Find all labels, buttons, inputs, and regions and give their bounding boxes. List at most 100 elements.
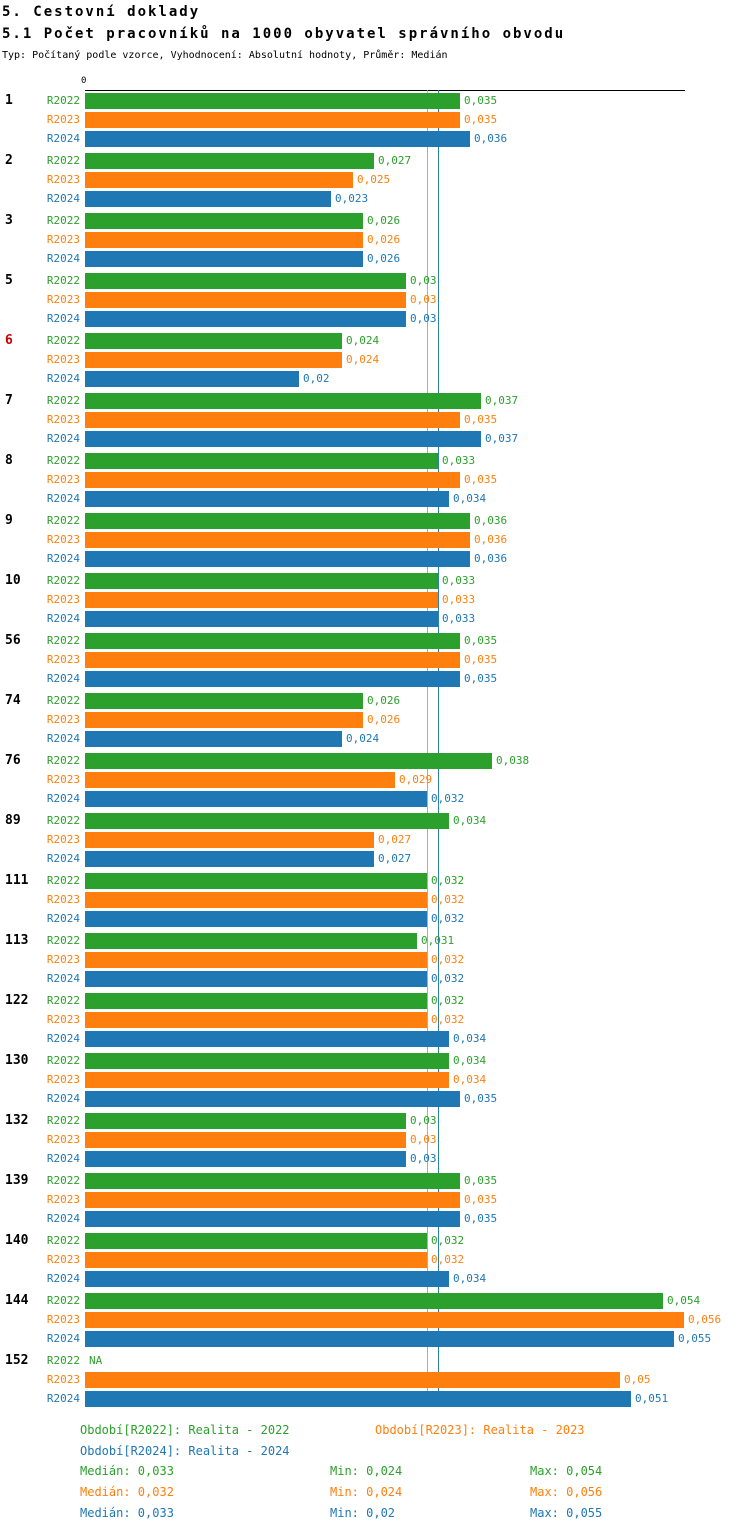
value-label: 0,033 bbox=[442, 454, 476, 467]
value-label: 0,035 bbox=[464, 1092, 498, 1105]
value-label: 0,03 bbox=[410, 1114, 437, 1127]
bar-group: 1 R2022 0,035 R2023 0,035 R2024 0,036 bbox=[0, 91, 750, 148]
bar bbox=[85, 1071, 449, 1088]
bar bbox=[85, 1210, 460, 1227]
series-label: R2024 bbox=[46, 1332, 80, 1345]
bar-group: 8 R2022 0,033 R2023 0,035 R2024 0,034 bbox=[0, 451, 750, 508]
bar-row: R2023 0,026 bbox=[0, 230, 750, 249]
bar bbox=[85, 752, 492, 769]
bar-area: 0,02 bbox=[85, 369, 750, 388]
bar-area: 0,024 bbox=[85, 350, 750, 369]
bar-area: 0,033 bbox=[85, 571, 750, 590]
series-label: R2023 bbox=[46, 893, 80, 906]
bar-area: 0,026 bbox=[85, 249, 750, 268]
bar bbox=[85, 1150, 406, 1167]
bar-row: 8 R2022 0,033 bbox=[0, 451, 750, 470]
bar bbox=[85, 512, 470, 529]
value-label: 0,031 bbox=[421, 934, 455, 947]
bar-group: 7 R2022 0,037 R2023 0,035 R2024 0,037 bbox=[0, 391, 750, 448]
series-label: R2023 bbox=[46, 773, 80, 786]
bar bbox=[85, 670, 460, 687]
bar-row: R2023 0,03 bbox=[0, 1130, 750, 1149]
bar bbox=[85, 111, 460, 128]
value-label: 0,026 bbox=[367, 233, 401, 246]
legend-item: Období[R2024]: Realita - 2024 bbox=[80, 1444, 290, 1458]
bar-area: 0,025 bbox=[85, 170, 750, 189]
bar bbox=[85, 1330, 674, 1347]
bar-area: 0,033 bbox=[85, 590, 750, 609]
series-label: R2024 bbox=[46, 792, 80, 805]
bar-area: NA bbox=[85, 1351, 750, 1370]
series-label: R2023 bbox=[46, 1313, 80, 1326]
bar bbox=[85, 212, 363, 229]
bar-area: 0,026 bbox=[85, 691, 750, 710]
value-label: 0,033 bbox=[442, 612, 476, 625]
bar-area: 0,03 bbox=[85, 271, 750, 290]
category-label: 132 bbox=[5, 1113, 29, 1128]
value-label: 0,032 bbox=[431, 912, 465, 925]
category-label: 152 bbox=[5, 1353, 29, 1368]
series-label: R2022 bbox=[46, 214, 80, 227]
bar bbox=[85, 610, 438, 627]
value-label: 0,035 bbox=[464, 1193, 498, 1206]
bar-row: R2024 0,035 bbox=[0, 1209, 750, 1228]
series-label: R2024 bbox=[46, 972, 80, 985]
value-label: 0,035 bbox=[464, 634, 498, 647]
bar-area: 0,036 bbox=[85, 129, 750, 148]
value-label: 0,03 bbox=[410, 274, 437, 287]
bar-row: R2024 0,055 bbox=[0, 1329, 750, 1348]
value-label: 0,024 bbox=[346, 732, 380, 745]
bar bbox=[85, 231, 363, 248]
bar-group: 76 R2022 0,038 R2023 0,029 R2024 0,032 bbox=[0, 751, 750, 808]
value-label: 0,038 bbox=[496, 754, 530, 767]
bar-area: 0,033 bbox=[85, 609, 750, 628]
bar-area: 0,024 bbox=[85, 729, 750, 748]
bar bbox=[85, 692, 363, 709]
stat-max: Max: 0,055 bbox=[530, 1506, 603, 1520]
axis-origin-label: 0 bbox=[81, 76, 87, 86]
value-label: 0,023 bbox=[335, 192, 369, 205]
bar-group: 56 R2022 0,035 R2023 0,035 R2024 0,035 bbox=[0, 631, 750, 688]
bar-row: R2023 0,032 bbox=[0, 1010, 750, 1029]
bar-row: R2023 0,024 bbox=[0, 350, 750, 369]
bar-row: R2023 0,05 bbox=[0, 1370, 750, 1389]
bar-row: R2023 0,035 bbox=[0, 470, 750, 489]
bar-area: 0,032 bbox=[85, 909, 750, 928]
bar-row: R2024 0,03 bbox=[0, 1149, 750, 1168]
series-label: R2022 bbox=[46, 1054, 80, 1067]
bar bbox=[85, 351, 342, 368]
bar bbox=[85, 92, 460, 109]
stat-median: Medián: 0,033 bbox=[80, 1464, 174, 1478]
bar-row: 3 R2022 0,026 bbox=[0, 211, 750, 230]
bar bbox=[85, 992, 427, 1009]
value-label: 0,036 bbox=[474, 514, 508, 527]
series-label: R2024 bbox=[46, 1032, 80, 1045]
bar-groups: 1 R2022 0,035 R2023 0,035 R2024 0,036 2 R2022 0,0… bbox=[0, 91, 750, 1411]
bar bbox=[85, 152, 374, 169]
bar-row: 89 R2022 0,034 bbox=[0, 811, 750, 830]
category-label: 144 bbox=[5, 1293, 29, 1308]
value-label: 0,034 bbox=[453, 492, 487, 505]
series-label: R2024 bbox=[46, 852, 80, 865]
bar-area: 0,032 bbox=[85, 1231, 750, 1250]
bar-group: 132 R2022 0,03 R2023 0,03 R2024 0,03 bbox=[0, 1111, 750, 1168]
bar-row: R2023 0,035 bbox=[0, 1190, 750, 1209]
bar-group: 89 R2022 0,034 R2023 0,027 R2024 0,027 bbox=[0, 811, 750, 868]
bar-row: R2024 0,032 bbox=[0, 789, 750, 808]
bar bbox=[85, 272, 406, 289]
bar-row: 132 R2022 0,03 bbox=[0, 1111, 750, 1130]
bar-area: 0,035 bbox=[85, 410, 750, 429]
bar-area: 0,037 bbox=[85, 391, 750, 410]
category-label: 8 bbox=[5, 453, 13, 468]
bar-row: R2023 0,056 bbox=[0, 1310, 750, 1329]
bar-group: 130 R2022 0,034 R2023 0,034 R2024 0,035 bbox=[0, 1051, 750, 1108]
bar-area: 0,034 bbox=[85, 1269, 750, 1288]
bar bbox=[85, 370, 299, 387]
bar bbox=[85, 310, 406, 327]
bar-area: 0,029 bbox=[85, 770, 750, 789]
bar bbox=[85, 1112, 406, 1129]
value-label: 0,034 bbox=[453, 1032, 487, 1045]
bar-row: R2023 0,033 bbox=[0, 590, 750, 609]
series-label: R2022 bbox=[46, 274, 80, 287]
